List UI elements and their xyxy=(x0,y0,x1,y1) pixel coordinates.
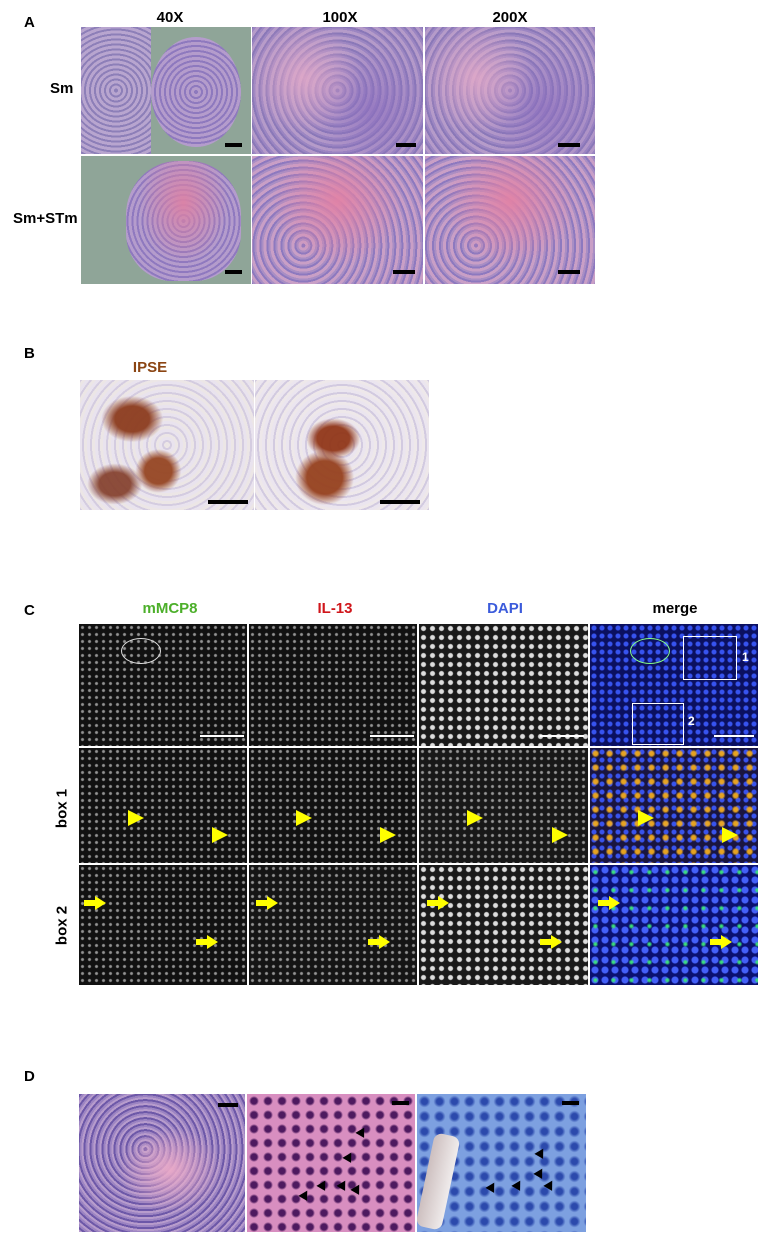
fluorescence-image-dapi-box2 xyxy=(419,865,588,985)
col-header-40x: 40X xyxy=(156,9,184,26)
inset-box-1-number: 1 xyxy=(742,650,749,664)
yellow-arrowhead-icon xyxy=(722,827,738,843)
yellow-arrow-icon xyxy=(598,896,620,910)
scale-bar xyxy=(393,270,415,274)
fluorescence-image-dapi-overview xyxy=(419,624,588,746)
scale-bar xyxy=(396,143,416,147)
row-label-sm: Sm xyxy=(50,80,74,97)
scale-bar xyxy=(225,143,242,147)
row-label-box-1: box 1 xyxy=(53,788,71,829)
row-label-box-2: box 2 xyxy=(53,905,71,946)
scale-bar xyxy=(558,270,580,274)
channel-header-mmcp8: mMCP8 xyxy=(142,600,198,617)
inset-box-2 xyxy=(632,703,684,745)
scale-bar xyxy=(225,270,242,274)
panel-label-a: A xyxy=(24,14,35,31)
inset-box-2-number: 2 xyxy=(688,714,695,728)
scale-bar xyxy=(392,1101,409,1105)
panel-label-d: D xyxy=(24,1068,35,1085)
he-image-sm-stm-40x xyxy=(81,156,251,284)
col-header-200x: 200X xyxy=(492,9,528,26)
yellow-arrow-icon xyxy=(256,896,278,910)
col-header-100x: 100X xyxy=(322,9,358,26)
fluorescence-image-merge-box1 xyxy=(590,748,758,863)
yellow-arrowhead-icon xyxy=(552,827,568,843)
fluorescence-image-merge-overview xyxy=(590,624,758,746)
channel-header-merge: merge xyxy=(652,600,698,617)
scale-bar xyxy=(218,1103,238,1107)
yellow-arrow-icon xyxy=(710,935,732,949)
yellow-arrow-icon xyxy=(196,935,218,949)
channel-header-il13: IL-13 xyxy=(317,600,353,617)
special-stain-image-d xyxy=(417,1094,586,1232)
yellow-arrowhead-icon xyxy=(380,827,396,843)
scale-bar xyxy=(370,735,414,737)
yellow-arrowhead-icon xyxy=(467,810,483,826)
scale-bar xyxy=(540,735,584,737)
fluorescence-image-il13-overview xyxy=(249,624,417,746)
he-image-sm-100x xyxy=(252,27,423,154)
fluorescence-image-il13-box2 xyxy=(249,865,417,985)
inset-box-1 xyxy=(683,636,737,680)
yellow-arrowhead-icon xyxy=(212,827,228,843)
panel-label-c: C xyxy=(24,602,35,619)
ipse-label: IPSE xyxy=(132,359,168,376)
he-image-sm-stm-200x xyxy=(425,156,595,284)
fluorescence-image-dapi-box1 xyxy=(419,748,588,863)
scale-bar xyxy=(200,735,244,737)
scale-bar xyxy=(208,500,248,504)
yellow-arrow-icon xyxy=(427,896,449,910)
panel-label-b: B xyxy=(24,345,35,362)
ihc-image-ipse-2 xyxy=(255,380,429,510)
yellow-arrow-icon xyxy=(368,935,390,949)
scale-bar xyxy=(714,735,754,737)
scale-bar xyxy=(562,1101,579,1105)
scale-bar xyxy=(380,500,420,504)
he-image-d-low-mag xyxy=(79,1094,245,1232)
yellow-arrowhead-icon xyxy=(638,810,654,826)
fluorescence-image-mmcp8-box2 xyxy=(79,865,247,985)
scale-bar xyxy=(558,143,580,147)
he-image-sm-stm-100x xyxy=(252,156,423,284)
fluorescence-image-mmcp8-box1 xyxy=(79,748,247,863)
fluorescence-image-mmcp8-overview xyxy=(79,624,247,746)
ihc-image-ipse-1 xyxy=(80,380,254,510)
yellow-arrow-icon xyxy=(84,896,106,910)
fluorescence-image-il13-box1 xyxy=(249,748,417,863)
he-image-sm-40x xyxy=(81,27,251,154)
row-label-sm-stm: Sm+STm xyxy=(13,210,78,227)
yellow-arrowhead-icon xyxy=(296,810,312,826)
fluorescence-image-merge-box2 xyxy=(590,865,758,985)
yellow-arrowhead-icon xyxy=(128,810,144,826)
yellow-arrow-icon xyxy=(540,935,562,949)
he-image-d-high-mag xyxy=(247,1094,415,1232)
he-image-sm-200x xyxy=(425,27,595,154)
channel-header-dapi: DAPI xyxy=(487,600,523,617)
